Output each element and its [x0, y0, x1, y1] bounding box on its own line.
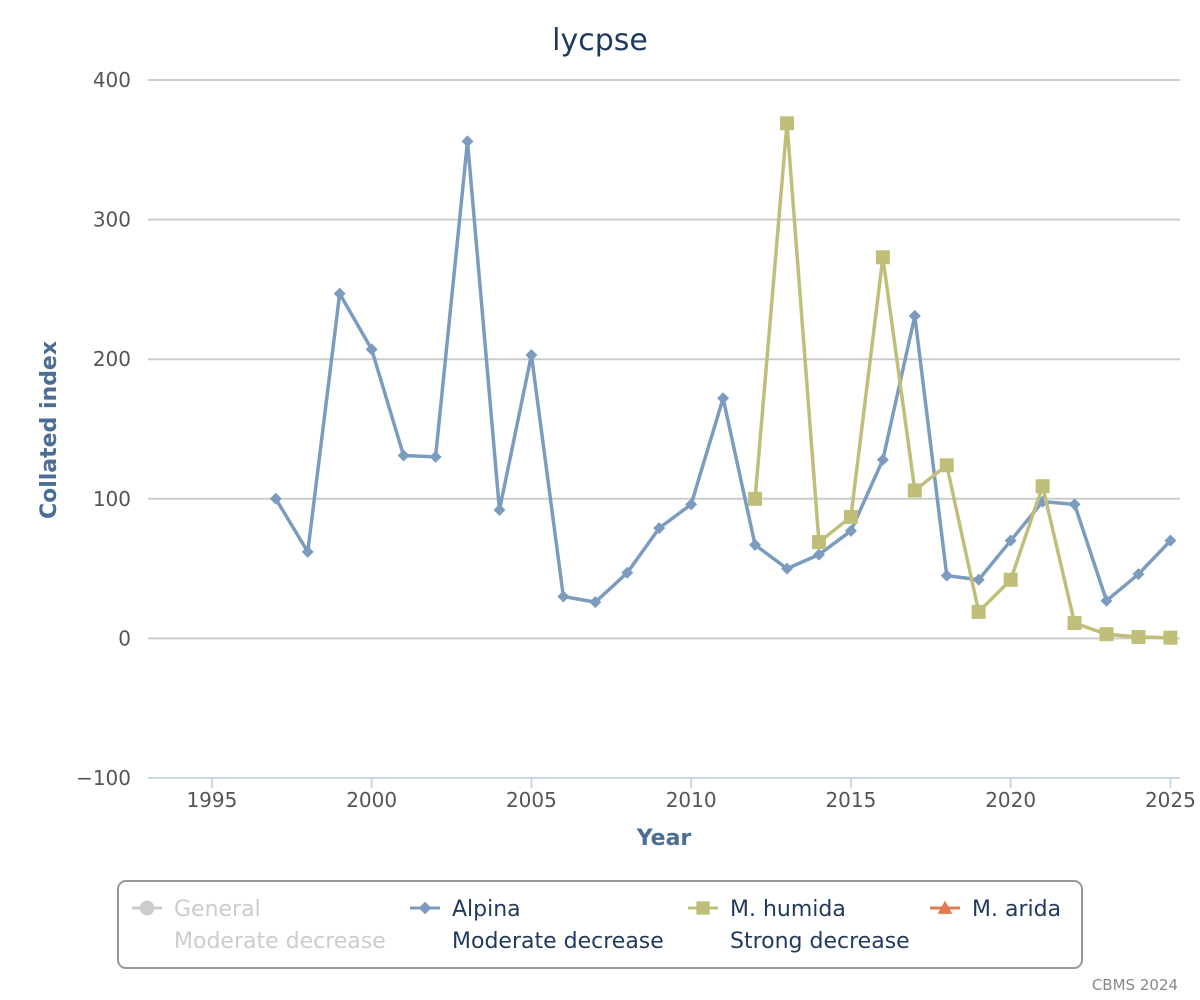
series-m-humida: [748, 116, 1178, 645]
data-point[interactable]: [269, 492, 282, 505]
y-tick-label: −100: [76, 766, 131, 790]
data-point[interactable]: [557, 590, 570, 603]
data-point[interactable]: [621, 566, 634, 579]
data-point[interactable]: [653, 522, 666, 535]
series-alpina: [269, 135, 1177, 609]
y-tick-label: 200: [93, 347, 131, 371]
grid: [148, 79, 1180, 779]
data-point[interactable]: [1003, 572, 1018, 587]
legend-series-trend: Moderate decrease: [174, 929, 386, 954]
legend-marker-icon: [696, 901, 710, 915]
data-point[interactable]: [1164, 534, 1177, 547]
data-point[interactable]: [717, 392, 730, 405]
credit-label: CBMS 2024: [1092, 976, 1178, 994]
data-point[interactable]: [1163, 630, 1178, 645]
data-point[interactable]: [1068, 498, 1081, 511]
legend-series-name: M. humida: [730, 897, 846, 922]
legend-marker-icon: [418, 901, 432, 915]
legend-item-m-humida[interactable]: M. humida Strong decrease: [688, 897, 910, 954]
x-tick-label: 2005: [506, 788, 557, 812]
data-point[interactable]: [1004, 534, 1017, 547]
data-point[interactable]: [1099, 627, 1114, 642]
legend: General Moderate decrease Alpina Moderate d…: [117, 880, 1083, 969]
data-point[interactable]: [1035, 479, 1050, 494]
legend-series-name: M. arida: [972, 897, 1061, 922]
x-axis: 1995 2000 2005 2010 2015 2020 2025: [186, 778, 1196, 812]
x-tick-label: 2015: [825, 788, 876, 812]
legend-marker-icon: [937, 900, 953, 914]
x-axis-title: Year: [636, 826, 692, 851]
data-point[interactable]: [781, 562, 794, 575]
chart-title: lycpse: [552, 23, 648, 58]
data-point[interactable]: [1132, 568, 1145, 581]
data-point[interactable]: [493, 503, 506, 516]
data-point[interactable]: [1100, 594, 1113, 607]
data-point[interactable]: [333, 287, 346, 300]
legend-series-name: Alpina: [452, 897, 521, 922]
data-point[interactable]: [397, 449, 410, 462]
y-axis: 400 300 200 100 0 −100: [76, 68, 131, 790]
data-point[interactable]: [301, 545, 314, 558]
data-point[interactable]: [525, 349, 538, 362]
data-point[interactable]: [748, 491, 763, 506]
data-point[interactable]: [875, 250, 890, 265]
data-point[interactable]: [685, 498, 698, 511]
data-point[interactable]: [811, 535, 826, 550]
data-point[interactable]: [589, 596, 602, 609]
data-point[interactable]: [940, 569, 953, 582]
data-point[interactable]: [812, 548, 825, 561]
legend-item-alpina[interactable]: Alpina Moderate decrease: [410, 897, 664, 954]
series-line: [274, 139, 1172, 604]
x-tick-label: 1995: [186, 788, 237, 812]
plot-area: [269, 116, 1178, 645]
data-point[interactable]: [429, 450, 442, 463]
legend-box: [117, 880, 1083, 969]
data-point[interactable]: [844, 524, 857, 537]
y-tick-label: 100: [93, 487, 131, 511]
data-point[interactable]: [780, 116, 795, 131]
data-point[interactable]: [907, 483, 922, 498]
data-point[interactable]: [1067, 616, 1082, 631]
x-tick-label: 2010: [666, 788, 717, 812]
y-tick-label: 300: [93, 208, 131, 232]
legend-marker-icon: [139, 900, 155, 916]
data-point[interactable]: [939, 458, 954, 473]
x-tick-label: 2020: [985, 788, 1036, 812]
legend-series-trend: Strong decrease: [730, 929, 910, 954]
y-axis-title: Collated index: [37, 341, 62, 519]
data-point[interactable]: [971, 604, 986, 619]
data-point[interactable]: [843, 509, 858, 524]
legend-series-name: General: [174, 897, 261, 922]
data-point[interactable]: [749, 538, 762, 551]
data-point[interactable]: [365, 343, 378, 356]
data-point[interactable]: [908, 309, 921, 322]
y-tick-label: 0: [118, 626, 131, 650]
data-point[interactable]: [972, 573, 985, 586]
legend-item-m-arida[interactable]: M. arida: [930, 897, 1061, 922]
data-point[interactable]: [876, 453, 889, 466]
legend-series-trend: Moderate decrease: [452, 929, 664, 954]
data-point[interactable]: [461, 135, 474, 148]
data-point[interactable]: [1131, 630, 1146, 645]
x-tick-label: 2000: [346, 788, 397, 812]
legend-item-general[interactable]: General Moderate decrease: [132, 897, 386, 954]
x-tick-label: 2025: [1145, 788, 1196, 812]
series-line: [753, 121, 1171, 640]
y-tick-label: 400: [93, 68, 131, 92]
